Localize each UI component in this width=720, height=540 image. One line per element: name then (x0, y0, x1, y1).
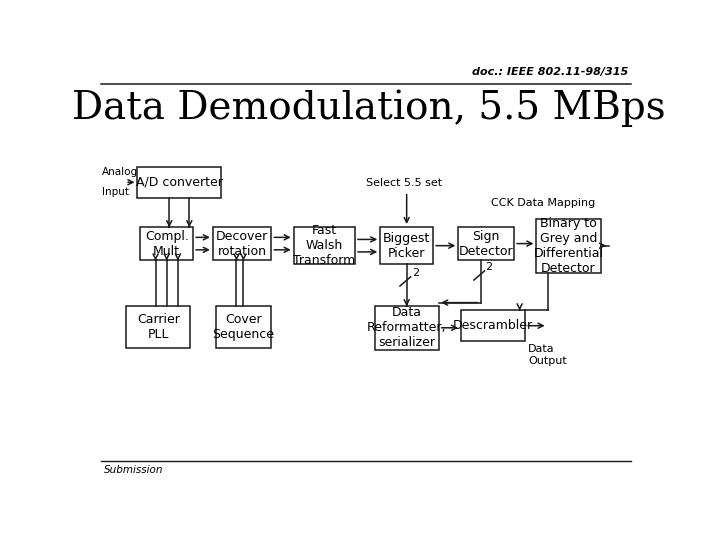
Text: Cover
Sequence: Cover Sequence (212, 313, 274, 341)
Text: Data
Reformatter,
serializer: Data Reformatter, serializer (367, 306, 446, 349)
Text: Decover
rotation: Decover rotation (216, 230, 268, 258)
Text: Sign
Detector: Sign Detector (459, 230, 513, 258)
Text: Biggest
Picker: Biggest Picker (383, 232, 431, 260)
Text: 2: 2 (485, 262, 492, 272)
Bar (459, 227, 514, 260)
Text: Data
Output: Data Output (528, 345, 567, 366)
Text: A/D converter: A/D converter (136, 176, 222, 189)
Text: Descrambler: Descrambler (453, 319, 534, 332)
Text: Carrier
PLL: Carrier PLL (137, 313, 180, 341)
Bar (215, 306, 271, 348)
Text: Analog: Analog (102, 167, 138, 177)
Text: Fast
Walsh
Transform: Fast Walsh Transform (293, 224, 356, 267)
Bar (380, 227, 433, 265)
Bar (374, 306, 438, 349)
Text: CCK Data Mapping: CCK Data Mapping (491, 198, 595, 208)
Bar (461, 310, 526, 341)
Bar (294, 227, 355, 265)
Text: Binary to
Grey and
Differential
Detector: Binary to Grey and Differential Detector (534, 217, 603, 275)
Text: Submission: Submission (104, 465, 163, 475)
Text: Select 5.5 set: Select 5.5 set (366, 178, 442, 188)
Bar (126, 306, 190, 348)
Bar (140, 227, 193, 260)
Text: Compl.
Mult: Compl. Mult (145, 230, 189, 258)
Text: Input: Input (102, 187, 130, 197)
Bar (536, 219, 600, 273)
Bar (213, 227, 271, 260)
Text: Data Demodulation, 5.5 MBps: Data Demodulation, 5.5 MBps (72, 90, 666, 127)
Text: 2: 2 (412, 268, 419, 278)
Bar (138, 167, 221, 198)
Text: doc.: IEEE 802.11-98/315: doc.: IEEE 802.11-98/315 (472, 68, 629, 77)
